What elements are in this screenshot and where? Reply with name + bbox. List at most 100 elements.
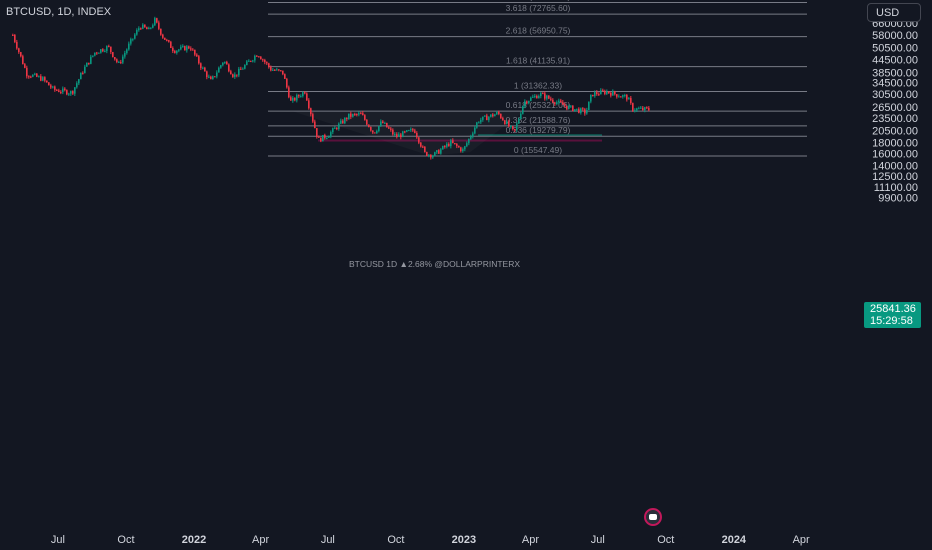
candle-body xyxy=(446,143,448,147)
candle-body xyxy=(250,60,252,62)
candle-body xyxy=(574,109,576,112)
candle-body xyxy=(110,46,112,53)
candle-body xyxy=(486,115,488,121)
candle-body xyxy=(206,71,208,78)
candle-body xyxy=(322,135,324,142)
currency-button[interactable]: USD xyxy=(867,3,921,22)
candle-body xyxy=(272,69,274,71)
candle-body xyxy=(352,114,354,117)
candle-body xyxy=(426,151,428,156)
candle-body xyxy=(118,61,120,63)
x-tick-label: Oct xyxy=(387,534,404,546)
candle-body xyxy=(474,127,476,134)
candle-body xyxy=(378,125,380,131)
candle-body xyxy=(228,64,230,72)
candle-body xyxy=(614,91,616,95)
candle-body xyxy=(370,127,372,131)
candle-body xyxy=(100,49,102,53)
fib-highlight-zones xyxy=(318,134,602,142)
candle-body xyxy=(166,39,168,41)
candle-body xyxy=(230,71,232,75)
candle-body xyxy=(254,55,256,61)
candle-body xyxy=(204,67,206,72)
candle-body xyxy=(234,74,236,77)
candle-body xyxy=(586,110,588,114)
candle-body xyxy=(116,59,118,62)
candle-body xyxy=(32,74,34,77)
candle-body xyxy=(534,95,536,97)
candle-body xyxy=(274,69,276,71)
candle-body xyxy=(290,97,292,101)
fib-label-1: 1 (31362.33) xyxy=(514,81,562,91)
candle-body xyxy=(340,120,342,124)
candle-body xyxy=(26,67,28,77)
y-tick-label: 23500.00 xyxy=(872,113,918,125)
candle-body xyxy=(346,117,348,120)
candle-body xyxy=(594,92,596,97)
candle-body xyxy=(396,134,398,137)
candle-body xyxy=(186,46,188,51)
candle-body xyxy=(544,93,546,99)
candle-body xyxy=(138,28,140,31)
candle-body xyxy=(494,114,496,117)
candle-body xyxy=(578,108,580,113)
y-tick-label: 14000.00 xyxy=(872,161,918,173)
candle-body xyxy=(54,86,56,90)
candle-body xyxy=(306,93,308,101)
candle-body xyxy=(610,93,612,96)
candle-body xyxy=(336,127,338,129)
candle-body xyxy=(552,99,554,103)
candle-body xyxy=(196,54,198,57)
candle-body xyxy=(284,74,286,79)
candle-body xyxy=(214,76,216,78)
candle-body xyxy=(180,46,182,50)
candle-body xyxy=(260,56,262,60)
candle-body xyxy=(246,61,248,66)
candle-body xyxy=(618,96,620,98)
candle-body xyxy=(212,76,214,80)
candle-body xyxy=(508,121,510,127)
candle-body xyxy=(566,105,568,109)
candle-body xyxy=(86,62,88,67)
candle-body xyxy=(478,122,480,124)
time-axis: Jul Oct 2022 Apr Jul Oct 2023 Apr Jul Oct 2024 Apr xyxy=(51,534,810,546)
candle-body xyxy=(518,118,520,124)
candle-body xyxy=(48,82,50,86)
candle-body xyxy=(422,146,424,148)
candle-body xyxy=(622,95,624,97)
x-tick-label: Jul xyxy=(591,534,605,546)
candle-body xyxy=(542,93,544,95)
fib-label-0: 0 (15547.49) xyxy=(514,145,562,155)
candle-body xyxy=(596,92,598,95)
candle-body xyxy=(516,123,518,130)
candle-body xyxy=(492,114,494,117)
candle-body xyxy=(498,112,500,114)
y-tick-label: 20500.00 xyxy=(872,126,918,138)
candle-body xyxy=(58,90,60,92)
candle-body xyxy=(420,142,422,147)
candle-body xyxy=(602,90,604,92)
candle-body xyxy=(612,91,614,96)
symbol-title[interactable]: BTCUSD, 1D, INDEX xyxy=(6,6,112,18)
candle-body xyxy=(232,74,234,77)
candle-body xyxy=(430,154,432,158)
last-price-tag: 25841.36 15:29:58 xyxy=(864,302,921,328)
y-tick-label: 58000.00 xyxy=(872,30,918,42)
y-tick-label: 44500.00 xyxy=(872,54,918,66)
tradingview-logo-icon[interactable] xyxy=(644,508,662,526)
candle-body xyxy=(344,117,346,124)
candle-body xyxy=(408,130,410,132)
candle-body xyxy=(74,87,76,94)
candle-body xyxy=(102,49,104,52)
candle-body xyxy=(440,149,442,154)
candle-body xyxy=(462,149,464,152)
candle-body xyxy=(626,95,628,100)
candle-body xyxy=(124,53,126,57)
candle-body xyxy=(568,105,570,109)
candle-body xyxy=(628,98,630,100)
candle-body xyxy=(134,34,136,39)
candle-body xyxy=(98,52,100,54)
candle-body xyxy=(328,136,330,138)
candle-body xyxy=(468,138,470,144)
